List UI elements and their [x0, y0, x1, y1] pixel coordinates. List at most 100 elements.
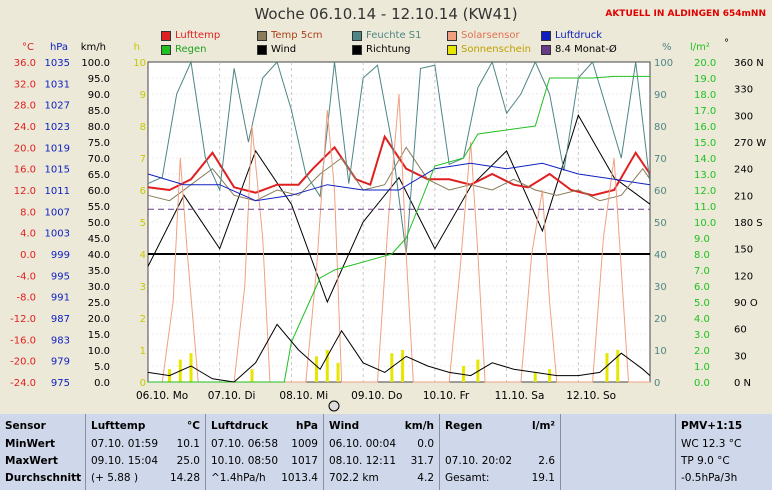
- rain-tick: 19.0: [694, 74, 716, 85]
- pressure-trend: ^1.4hPa/h: [211, 472, 266, 484]
- x-day-label: 11.10. Sa: [494, 390, 545, 402]
- temp-tick: 24.0: [14, 122, 36, 133]
- temp-header: Lufttemp: [91, 420, 146, 432]
- sunshine-bar: [189, 353, 193, 382]
- pressure-axis-header: hPa: [50, 42, 68, 53]
- plot-area: [147, 61, 651, 383]
- wind-max-value: 31.7: [410, 455, 434, 467]
- wind-tick: 80.0: [88, 122, 110, 133]
- legend-swatch: [447, 44, 457, 55]
- wind-tick: 10.0: [88, 346, 110, 357]
- wind-tick: 95.0: [88, 74, 110, 85]
- sun-axis-header: h: [134, 42, 140, 53]
- rain-tick: 17.0: [694, 106, 716, 117]
- rain-tick: 5.0: [694, 298, 710, 309]
- legend-label: Solarsensor: [461, 30, 520, 41]
- sunshine-bar: [336, 362, 340, 382]
- legend-swatch: [352, 44, 362, 55]
- direction-tick: 30: [734, 351, 747, 362]
- avg-label: Durchschnitt: [5, 472, 82, 484]
- wind-tick: 30.0: [88, 282, 110, 293]
- direction-tick: 270 W: [734, 138, 766, 149]
- direction-tick: 90 O: [734, 298, 758, 309]
- sun-tick: 10: [133, 58, 146, 69]
- humidity-tick: 70: [654, 154, 667, 165]
- temp-tick: -16.0: [10, 335, 36, 346]
- wind-distance: 702.2 km: [329, 472, 379, 484]
- humidity-tick: 50: [654, 218, 667, 229]
- wind-tick: 85.0: [88, 106, 110, 117]
- temp-column: Lufttemp °C 07.10. 01:59 10.1 09.10. 15:04…: [86, 414, 206, 490]
- humidity-tick: 60: [654, 186, 667, 197]
- pressure-tick: 1015: [45, 165, 70, 176]
- legend-swatch: [257, 30, 267, 41]
- rain-tick: 14.0: [694, 154, 716, 165]
- rain-axis-header: l/m²: [690, 42, 710, 53]
- direction-tick: 330: [734, 85, 753, 96]
- temp-tick: -20.0: [10, 357, 36, 368]
- legend-swatch: [161, 44, 171, 55]
- rain-tick: 6.0: [694, 282, 710, 293]
- wind-tick: 15.0: [88, 330, 110, 341]
- rain-tick: 20.0: [694, 58, 716, 69]
- sunshine-bar: [250, 369, 254, 382]
- direction-tick: 300: [734, 111, 753, 122]
- direction-tick: 180 S: [734, 218, 763, 229]
- min-label: MinWert: [5, 438, 56, 450]
- temp-unit: °C: [187, 420, 200, 432]
- sun-tick: 6: [140, 186, 146, 197]
- legend-swatch: [541, 44, 551, 55]
- statistics-table: Sensor MinWert MaxWert Durchschnitt Luft…: [0, 414, 772, 490]
- rain-tick: 2.0: [694, 346, 710, 357]
- rain-tick: 15.0: [694, 138, 716, 149]
- x-day-label: 08.10. Mi: [279, 390, 329, 402]
- wind-tick: 20.0: [88, 314, 110, 325]
- legend-item: Luftdruck: [541, 30, 602, 41]
- humidity-tick: 40: [654, 250, 667, 261]
- rain-tick: 10.0: [694, 218, 716, 229]
- legend-swatch: [352, 30, 362, 41]
- location-banner: AKTUELL IN ALDINGEN 654mNN: [605, 9, 766, 19]
- wind-tick: 0.0: [94, 378, 110, 389]
- temp-tick: -4.0: [16, 271, 36, 282]
- rain-max-value: 2.6: [538, 455, 555, 467]
- pressure-tick: 1035: [45, 58, 70, 69]
- sun-tick: 3: [140, 282, 146, 293]
- wind-tick: 25.0: [88, 298, 110, 309]
- sunshine-bar: [533, 372, 537, 382]
- pressure-min-value: 1009: [291, 438, 318, 450]
- series-luftdruck: [147, 162, 651, 202]
- temp-tick: 4.0: [20, 229, 36, 240]
- sun-tick: 9: [140, 90, 146, 101]
- series-wind: [147, 323, 651, 383]
- pressure-tick: 999: [51, 250, 70, 261]
- legend-item: Wind: [257, 44, 296, 55]
- direction-tick: 240: [734, 165, 753, 176]
- pmv-dewpoint: TP 9.0 °C: [681, 455, 730, 467]
- temp-tick: -12.0: [10, 314, 36, 325]
- humidity-tick: 90: [654, 90, 667, 101]
- legend-item: Temp 5cm: [257, 30, 322, 41]
- legend-item: Solarsensor: [447, 30, 520, 41]
- sensor-column: Sensor MinWert MaxWert Durchschnitt: [0, 414, 86, 490]
- pressure-column: Luftdruck hPa 07.10. 06:58 1009 10.10. 08:…: [206, 414, 324, 490]
- rain-tick: 7.0: [694, 266, 710, 277]
- wind-axis-header: km/h: [81, 42, 106, 53]
- direction-tick: 210: [734, 191, 753, 202]
- pressure-unit: hPa: [296, 420, 318, 432]
- temp-min-time: 07.10. 01:59: [91, 438, 158, 450]
- direction-tick: 150: [734, 245, 753, 256]
- rain-unit: l/m²: [532, 420, 555, 432]
- temp-tick: 16.0: [14, 165, 36, 176]
- pressure-tick: 983: [51, 335, 70, 346]
- time-marker: [328, 400, 340, 412]
- rain-tick: 16.0: [694, 122, 716, 133]
- temp-tick: -24.0: [10, 378, 36, 389]
- pressure-tick: 1007: [45, 207, 70, 218]
- rain-tick: 9.0: [694, 234, 710, 245]
- temp-tick: 36.0: [14, 58, 36, 69]
- humidity-tick: 80: [654, 122, 667, 133]
- legend-label: Lufttemp: [175, 30, 221, 41]
- wind-header: Wind: [329, 420, 360, 432]
- legend-label: 8.4 Monat-Ø: [555, 44, 617, 55]
